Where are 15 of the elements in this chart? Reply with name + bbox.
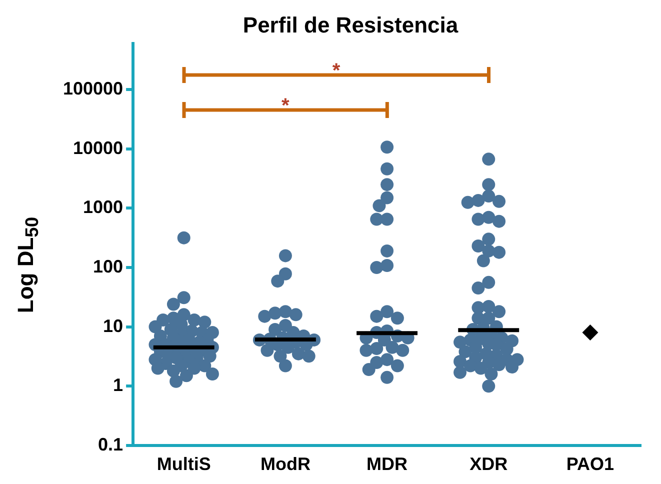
y-tick-label: 0.1 [98,434,124,454]
y-tick-label: 1000 [83,197,124,218]
y-tick-label: 100000 [62,78,124,99]
x-tick-label: PAO1 [566,454,614,474]
chart-title: Perfil de Resistencia [242,12,459,38]
x-tick-label: MultiS [156,454,211,474]
x-tick-label: ModR [260,454,310,474]
annotation: * [332,60,340,82]
y-tick-label: 100 [93,256,124,276]
x-tick-label: XDR [470,454,508,474]
y-tick-label: 10000 [73,138,124,158]
annotation: * [282,94,290,117]
y-tick-label: 10 [103,316,124,336]
x-tick-label: MDR [366,454,408,474]
y-tick-label: 1 [113,375,124,396]
